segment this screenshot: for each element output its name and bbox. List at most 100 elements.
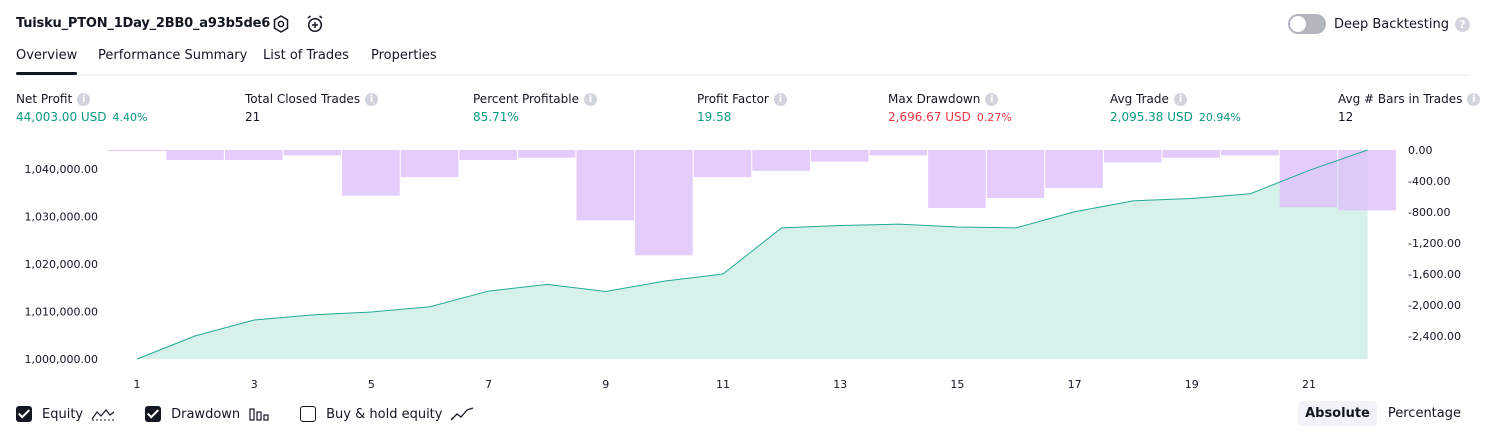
right-axis-tick-label: -1,600.00	[1408, 268, 1461, 281]
right-axis-tick-label: 0.00	[1408, 144, 1433, 157]
left-axis-tick-label: 1,000,000.00	[25, 353, 98, 366]
metric-label: Max Drawdown	[888, 92, 981, 106]
metric-value: 2,696.67 USD	[888, 110, 971, 124]
right-axis-tick-label: -2,000.00	[1408, 299, 1461, 312]
add-alert-icon[interactable]	[305, 14, 325, 34]
metric-label: Net Profit	[16, 92, 73, 106]
left-axis-tick-label: 1,040,000.00	[25, 163, 98, 176]
x-axis-tick-label: 11	[716, 378, 730, 391]
info-icon[interactable]: i	[583, 92, 597, 106]
x-axis-tick-label: 15	[950, 378, 964, 391]
x-axis-tick-label: 7	[485, 378, 492, 391]
legend-equity[interactable]: Equity	[16, 406, 115, 422]
metric-label: Percent Profitable	[473, 92, 579, 106]
drawdown-bar	[166, 150, 224, 161]
metric-percent: 0.27%	[976, 111, 1012, 124]
help-icon[interactable]: ?	[1455, 16, 1470, 32]
metric-value: 19.58	[697, 110, 732, 124]
percentage-button[interactable]: Percentage	[1387, 406, 1461, 421]
equity-drawdown-chart[interactable]: 1,040,000.00 1,030,000.00 1,020,000.00 1,01…	[0, 140, 1486, 395]
metric-percent: 20.94%	[1198, 111, 1241, 124]
drawdown-bar	[108, 150, 167, 151]
x-axis-tick-label: 21	[1302, 378, 1316, 391]
drawdown-bar	[517, 150, 576, 158]
drawdown-bar	[400, 150, 459, 178]
drawdown-bar	[869, 150, 928, 156]
metric-label: Profit Factor	[697, 92, 769, 106]
drawdown-bars-icon	[249, 408, 269, 421]
chart-legend: Equity Drawdown Buy & hold equity	[16, 402, 504, 426]
drawdown-bar	[1221, 150, 1279, 156]
toggle-knob	[1289, 16, 1306, 32]
drawdown-bar	[693, 150, 752, 178]
value-mode-switch: Absolute Percentage	[1294, 401, 1468, 426]
tab-overview[interactable]: Overview	[16, 48, 78, 75]
legend-label: Equity	[42, 406, 84, 422]
equity-area	[137, 150, 1368, 359]
metric-net-profit: Net Profit i 44,003.00 USD 4.40%	[16, 92, 147, 124]
x-axis-tick-label: 19	[1185, 378, 1199, 391]
drawdown-bar	[576, 150, 635, 221]
metric-value: 2,095.38 USD	[1110, 110, 1193, 124]
right-axis-tick-label: -400.00	[1408, 175, 1450, 188]
tab-list-of-trades[interactable]: List of Trades	[263, 48, 349, 63]
legend-buy-hold-equity[interactable]: Buy & hold equity	[300, 406, 474, 422]
metric-total-closed-trades: Total Closed Trades i 21	[245, 92, 379, 124]
info-icon[interactable]: i	[773, 92, 787, 106]
equity-line	[136, 149, 1368, 360]
x-axis-tick-label: 3	[251, 378, 258, 391]
x-axis-tick-label: 9	[602, 378, 609, 391]
deep-backtesting-label: Deep Backtesting	[1333, 16, 1449, 32]
metric-label: Avg # Bars in Trades	[1338, 92, 1463, 106]
metric-value: 21	[245, 110, 261, 124]
drawdown-bar	[1162, 150, 1221, 158]
legend-label: Drawdown	[171, 406, 241, 422]
right-axis-tick-label: -800.00	[1408, 206, 1450, 219]
x-axis-tick-label: 13	[833, 378, 847, 391]
drawdown-bar	[1103, 150, 1162, 163]
tab-performance-summary[interactable]: Performance Summary	[98, 48, 248, 63]
drawdown-bar	[752, 150, 810, 171]
metric-value: 85.71%	[473, 110, 519, 124]
deep-backtesting: Deep Backtesting ?	[1287, 13, 1470, 35]
metric-label: Avg Trade	[1110, 92, 1169, 106]
info-icon[interactable]: i	[77, 92, 91, 106]
tab-properties[interactable]: Properties	[371, 48, 437, 63]
info-icon[interactable]: i	[1467, 92, 1481, 106]
metric-avg-bars-in-trades: Avg # Bars in Trades i 12	[1338, 92, 1481, 124]
drawdown-bar	[224, 150, 283, 161]
x-axis-tick-label: 1	[134, 378, 141, 391]
info-icon[interactable]: i	[365, 92, 379, 106]
drawdown-bar	[928, 150, 986, 209]
legend-drawdown[interactable]: Drawdown	[145, 406, 270, 422]
header: Tuisku_PTON_1Day_2BB0_a93b5de6 Deep Back…	[16, 12, 1470, 36]
metric-value: 12	[1338, 110, 1354, 124]
left-axis-tick-label: 1,030,000.00	[25, 211, 98, 224]
drawdown-bar	[283, 150, 342, 156]
right-axis-tick-label: -2,400.00	[1408, 330, 1461, 343]
drawdown-bar	[459, 150, 517, 161]
legend-label: Buy & hold equity	[326, 406, 443, 422]
deep-backtesting-toggle[interactable]	[1287, 14, 1326, 34]
settings-icon[interactable]	[271, 14, 291, 34]
right-axis-tick-label: -1,200.00	[1408, 237, 1461, 250]
drawdown-bar	[1045, 150, 1103, 188]
x-axis-tick-label: 5	[368, 378, 375, 391]
tab-bar: Overview Performance Summary List of Tra…	[16, 44, 1470, 76]
drawdown-bar	[342, 150, 400, 196]
info-icon[interactable]: i	[985, 92, 999, 106]
left-axis-tick-label: 1,020,000.00	[25, 258, 98, 271]
strategy-title: Tuisku_PTON_1Day_2BB0_a93b5de6	[16, 16, 271, 31]
buy-hold-line-icon	[451, 407, 474, 421]
info-icon[interactable]: i	[1173, 92, 1187, 106]
equity-checkbox[interactable]	[16, 406, 32, 422]
metric-label: Total Closed Trades	[245, 92, 361, 106]
metric-max-drawdown: Max Drawdown i 2,696.67 USD 0.27%	[888, 92, 1012, 124]
drawdown-checkbox[interactable]	[145, 406, 162, 422]
left-axis-tick-label: 1,010,000.00	[25, 306, 98, 319]
buy-hold-checkbox[interactable]	[300, 406, 317, 422]
drawdown-bar	[635, 150, 693, 256]
drawdown-bar	[1338, 150, 1396, 211]
absolute-button[interactable]: Absolute	[1298, 401, 1377, 426]
equity-line-icon	[91, 409, 115, 421]
